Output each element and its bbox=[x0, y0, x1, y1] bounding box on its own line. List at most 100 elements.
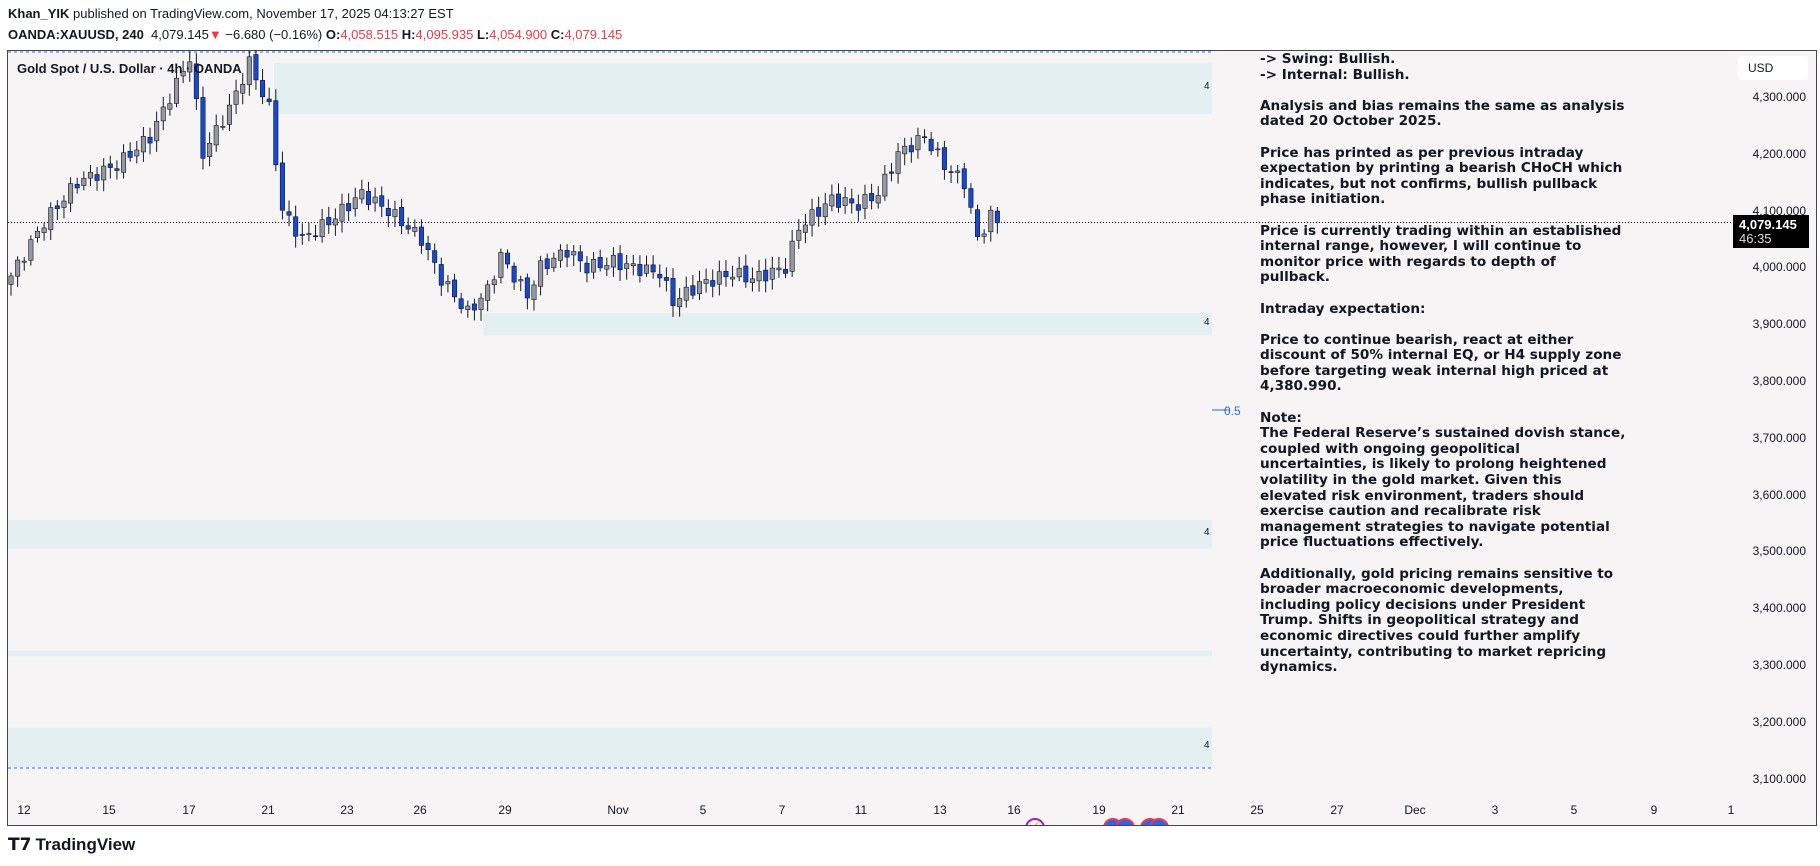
candle-up bbox=[134, 149, 140, 157]
candle-up bbox=[796, 229, 802, 241]
price-tick-label: 3,400.000 bbox=[1752, 601, 1806, 616]
price-tick-label: 3,700.000 bbox=[1752, 430, 1806, 445]
candle-up bbox=[902, 145, 908, 155]
candle-down bbox=[994, 210, 1000, 223]
candle-down bbox=[564, 250, 570, 258]
candle-down bbox=[200, 97, 206, 159]
candle-up bbox=[121, 152, 127, 173]
zone-label: 4 bbox=[1204, 81, 1210, 93]
candle-up bbox=[531, 284, 537, 300]
candle-up bbox=[802, 224, 808, 233]
supply-demand-zone bbox=[483, 312, 1212, 336]
candle-up bbox=[478, 297, 484, 310]
candle-down bbox=[577, 251, 583, 262]
candle-up bbox=[518, 279, 524, 282]
candle-down bbox=[835, 193, 841, 208]
note-paragraph: Additionally, gold pricing remains sensi… bbox=[1260, 565, 1614, 676]
candle-up bbox=[624, 263, 630, 269]
low-value: 4,054.900 bbox=[489, 27, 548, 42]
bar-countdown: 46:35 bbox=[1739, 231, 1772, 246]
close-value: 4,079.145 bbox=[564, 27, 623, 42]
candle-down bbox=[74, 183, 80, 189]
time-tick-label: 27 bbox=[1330, 803, 1344, 817]
candle-up bbox=[571, 251, 577, 256]
candle-down bbox=[855, 204, 861, 211]
author[interactable]: Khan_YIK bbox=[8, 6, 70, 21]
candle-up bbox=[226, 104, 232, 125]
zone-label: 4 bbox=[1204, 317, 1210, 329]
candle-up bbox=[240, 84, 246, 94]
candle-up bbox=[68, 183, 74, 204]
change: −6.680 (−0.16%) bbox=[225, 27, 323, 42]
candle-up bbox=[485, 284, 491, 301]
low-label: L: bbox=[476, 27, 490, 42]
candle-down bbox=[869, 193, 875, 202]
candle-down bbox=[266, 98, 272, 102]
candle-up bbox=[28, 239, 34, 261]
candle-up bbox=[736, 267, 742, 278]
time-tick-label: 3 bbox=[1491, 803, 1499, 817]
candle-down bbox=[524, 277, 530, 299]
candle-up bbox=[465, 305, 471, 311]
candlestick-chart[interactable] bbox=[8, 51, 1817, 826]
candle-up bbox=[167, 103, 173, 110]
candle-up bbox=[809, 209, 815, 226]
zone-label: 4 bbox=[1204, 740, 1210, 752]
candle-down bbox=[961, 168, 967, 190]
price-tick-label: 3,200.000 bbox=[1752, 714, 1806, 729]
candle-up bbox=[498, 252, 504, 278]
candle-down bbox=[511, 265, 517, 283]
candle-up bbox=[756, 271, 762, 282]
candle-up bbox=[716, 271, 722, 285]
price-tick-label: 3,100.000 bbox=[1752, 771, 1806, 786]
candle-up bbox=[220, 126, 226, 128]
candle-down bbox=[663, 277, 669, 281]
currency-button[interactable]: USD bbox=[1738, 56, 1808, 80]
price-tick-label: 3,500.000 bbox=[1752, 544, 1806, 559]
note-paragraph: -> Swing: Bullish. -> Internal: Bullish. bbox=[1260, 51, 1410, 83]
candle-up bbox=[34, 230, 40, 238]
time-tick-label: 5 bbox=[1570, 803, 1578, 817]
ohlc-bar: OANDA:XAUUSD, 240 4,079.145▼ −6.680 (−0.… bbox=[8, 27, 622, 42]
candle-up bbox=[696, 281, 702, 295]
tradingview-logo[interactable]: 𝗧𝟳 TradingView bbox=[8, 835, 135, 855]
price-tick-label: 4,100.000 bbox=[1752, 203, 1806, 218]
candle-down bbox=[584, 262, 590, 274]
candle-up bbox=[610, 255, 616, 268]
candle-up bbox=[352, 197, 358, 210]
current-price: 4,079.145 bbox=[1739, 217, 1797, 232]
candle-up bbox=[8, 275, 14, 285]
candle-down bbox=[418, 226, 424, 246]
candle-up bbox=[87, 171, 93, 179]
candle-down bbox=[690, 285, 696, 296]
candle-down bbox=[723, 270, 729, 278]
candle-up bbox=[61, 200, 67, 208]
candle-down bbox=[471, 303, 477, 311]
candle-down bbox=[273, 100, 279, 166]
price-tick-label: 3,900.000 bbox=[1752, 317, 1806, 332]
price-tick-label: 4,000.000 bbox=[1752, 260, 1806, 275]
supply-demand-zone bbox=[8, 650, 1212, 657]
candle-down bbox=[849, 198, 855, 204]
time-tick-label: 13 bbox=[933, 803, 947, 817]
time-tick-label: 29 bbox=[498, 803, 512, 817]
candle-up bbox=[862, 194, 868, 209]
chart-pane[interactable]: Gold Spot / U.S. Dollar · 4h · OANDA 4 4 4… bbox=[7, 50, 1817, 826]
candle-up bbox=[306, 233, 312, 235]
price-tick-label: 4,200.000 bbox=[1752, 146, 1806, 161]
note-paragraph: Price to continue bearish, react at eith… bbox=[1260, 331, 1622, 395]
time-tick-label: 26 bbox=[413, 803, 427, 817]
fib-level-label: 0.5 bbox=[1224, 404, 1241, 418]
time-tick-label: 7 bbox=[778, 803, 786, 817]
candle-down bbox=[405, 225, 411, 230]
candle-up bbox=[789, 240, 795, 272]
candle-down bbox=[783, 269, 789, 274]
candle-up bbox=[246, 56, 252, 85]
time-tick-label: 17 bbox=[182, 803, 196, 817]
candle-down bbox=[399, 206, 405, 227]
candle-down bbox=[326, 217, 332, 226]
candle-up bbox=[822, 203, 828, 218]
candle-down bbox=[816, 207, 822, 217]
analysis-note: -> Swing: Bullish. -> Internal: Bullish.… bbox=[1260, 51, 1640, 691]
candle-down bbox=[379, 195, 385, 207]
